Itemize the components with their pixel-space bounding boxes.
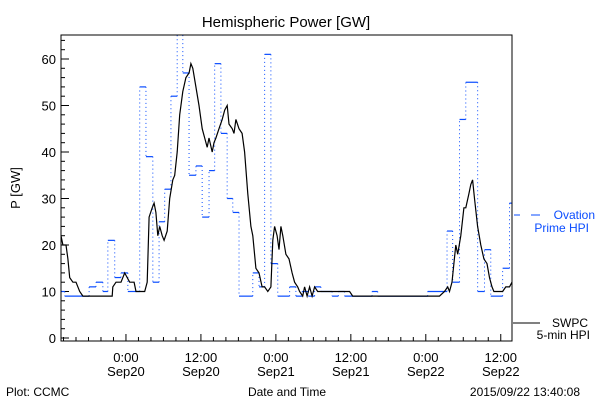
y-tick-label: 10 — [42, 285, 56, 300]
y-tick-label: 60 — [42, 52, 56, 67]
x-tick-time-label: 0:00 — [263, 350, 288, 365]
x-tick-date-label: Sep21 — [332, 364, 370, 379]
y-tick-label: 20 — [42, 238, 56, 253]
x-axis-label: Date and Time — [248, 385, 326, 399]
swpc-hpi-line — [61, 61, 512, 299]
footer-timestamp: 2015/09/22 13:40:08 — [470, 385, 580, 399]
x-tick-date-label: Sep21 — [257, 364, 295, 379]
legend-ovation-label-1: Ovation — [554, 208, 595, 222]
x-tick-date-label: Sep20 — [182, 364, 220, 379]
legend-swpc-label-2: 5-min HPI — [537, 328, 590, 342]
y-tick-label: 50 — [42, 99, 56, 114]
x-tick-date-label: Sep22 — [407, 364, 445, 379]
y-tick-label: 0 — [49, 331, 56, 346]
x-tick-time-label: 0:00 — [113, 350, 138, 365]
y-tick-label: 40 — [42, 145, 56, 160]
x-tick-date-label: Sep22 — [482, 364, 520, 379]
legend-swpc-label-1: SWPC — [552, 316, 588, 330]
plot-frame — [60, 34, 513, 342]
x-tick-time-label: 12:00 — [335, 350, 368, 365]
x-tick-time-label: 12:00 — [185, 350, 218, 365]
x-tick-date-label: Sep20 — [107, 364, 145, 379]
legend: Ovation Prime HPI SWPC 5-min HPI — [513, 208, 595, 342]
y-axis-label: P [GW] — [8, 167, 23, 209]
x-tick-time-label: 12:00 — [484, 350, 517, 365]
footer-plot-source: Plot: CCMC — [6, 385, 70, 399]
x-tick-time-label: 0:00 — [413, 350, 438, 365]
legend-ovation-label-2: Prime HPI — [534, 221, 589, 235]
y-tick-label: 30 — [42, 192, 56, 207]
chart-title: Hemispheric Power [GW] — [202, 14, 370, 31]
